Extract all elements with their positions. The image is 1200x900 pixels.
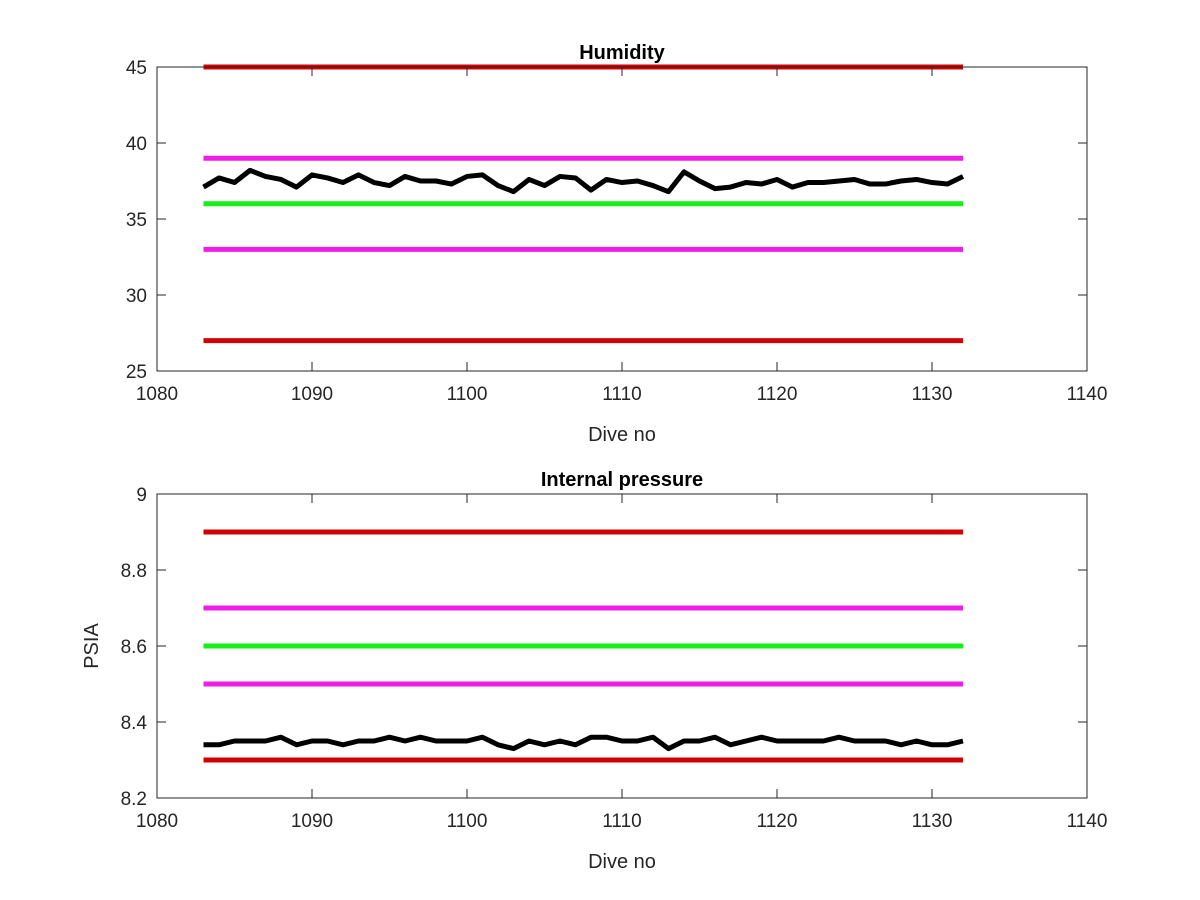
x-tick-label: 1140 (1067, 384, 1108, 405)
y-axis-label: PSIA (81, 623, 103, 669)
x-tick-label: 1090 (291, 384, 333, 405)
series-line-5 (202, 167, 965, 195)
x-tick-label: 1080 (136, 811, 178, 832)
y-tick-label: 8.6 (121, 637, 147, 658)
x-tick-label: 1140 (1067, 811, 1108, 832)
y-tick-label: 9 (136, 485, 147, 506)
x-tick-label: 1130 (912, 811, 953, 832)
x-tick-label: 1120 (757, 811, 798, 832)
x-tick-label: 1110 (602, 384, 641, 405)
x-axis-label: Dive no (588, 851, 656, 873)
x-tick-label: 1120 (757, 384, 798, 405)
x-axis-label: Dive no (588, 424, 656, 446)
axes-frame (156, 66, 1088, 372)
internal-pressure-plot: 1080 1090 1100 1110 1120 1130 1140 8.2 8.4 8.6 8.8… (81, 469, 1107, 873)
y-tick-label: 25 (126, 362, 147, 383)
x-tick-label: 1100 (447, 384, 488, 405)
y-tick-label: 45 (126, 58, 147, 79)
x-tick-label: 1090 (291, 811, 333, 832)
x-tick-label: 1080 (136, 384, 178, 405)
x-tick-label: 1100 (447, 811, 488, 832)
x-tick-label: 1110 (602, 811, 641, 832)
y-tick-label: 30 (126, 286, 147, 307)
y-tick-label: 35 (126, 210, 147, 231)
humidity-plot: 1080 1090 1100 1110 1120 1130 1140 25 30 35 40 45 Hu… (126, 42, 1108, 446)
chart-title: Humidity (579, 42, 665, 64)
x-tick-label: 1130 (912, 384, 953, 405)
chart-title: Internal pressure (541, 469, 703, 491)
y-tick-label: 8.8 (121, 561, 147, 582)
series-line-5 (203, 734, 964, 752)
y-tick-label: 8.4 (121, 713, 148, 734)
y-tick-label: 40 (126, 134, 147, 155)
y-tick-label: 8.2 (121, 789, 147, 810)
